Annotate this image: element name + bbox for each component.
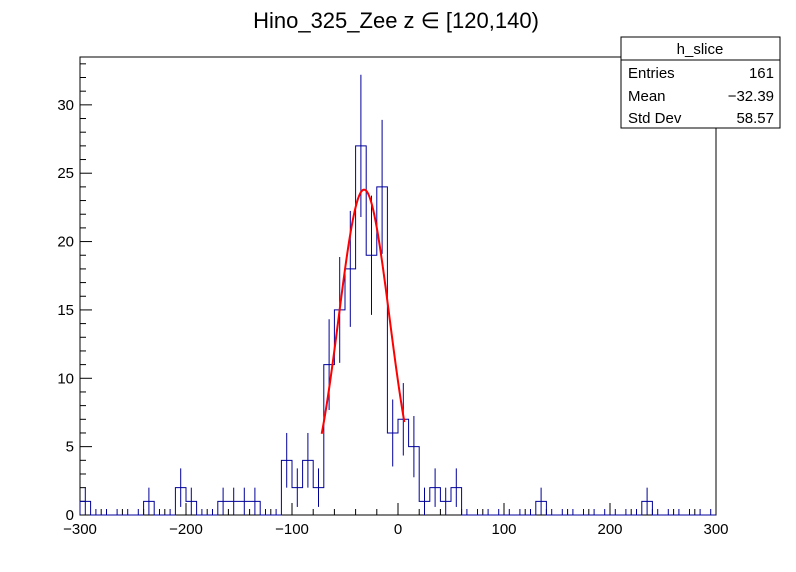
y-tick-label: 5	[66, 439, 74, 456]
error-bars	[84, 74, 712, 515]
stats-entries-label: Entries	[628, 65, 675, 82]
stats-box: h_slice Entries 161 Mean −32.39 Std Dev …	[620, 36, 781, 129]
x-tick-label: −100	[275, 521, 309, 538]
x-tick-label: −200	[169, 521, 203, 538]
y-tick-label: 0	[66, 507, 74, 524]
stats-box-name: h_slice	[677, 41, 724, 58]
x-tick-label: 0	[394, 521, 402, 538]
stats-box-frame	[620, 36, 781, 129]
y-tick-label: 20	[57, 234, 74, 251]
y-tick-label: 25	[57, 165, 74, 182]
x-tick-label: 100	[491, 521, 516, 538]
y-tick-label: 10	[57, 370, 74, 387]
y-axis: 0 5 10 15 20 25 30	[57, 63, 92, 524]
chart-title: Hino_325_Zee z ∈ [120,140)	[253, 8, 539, 33]
stats-stddev-label: Std Dev	[628, 110, 682, 127]
stats-mean-label: Mean	[628, 88, 666, 105]
x-tick-label: −300	[63, 521, 97, 538]
y-tick-label: 30	[57, 97, 74, 114]
x-tick-label: 300	[703, 521, 728, 538]
stats-stddev-value: 58.57	[736, 110, 774, 127]
gaussian-fit-curve	[320, 188, 406, 435]
y-tick-label: 15	[57, 302, 74, 319]
x-tick-label: 200	[597, 521, 622, 538]
stats-mean-value: −32.39	[728, 88, 774, 105]
stats-entries-value: 161	[749, 65, 774, 82]
